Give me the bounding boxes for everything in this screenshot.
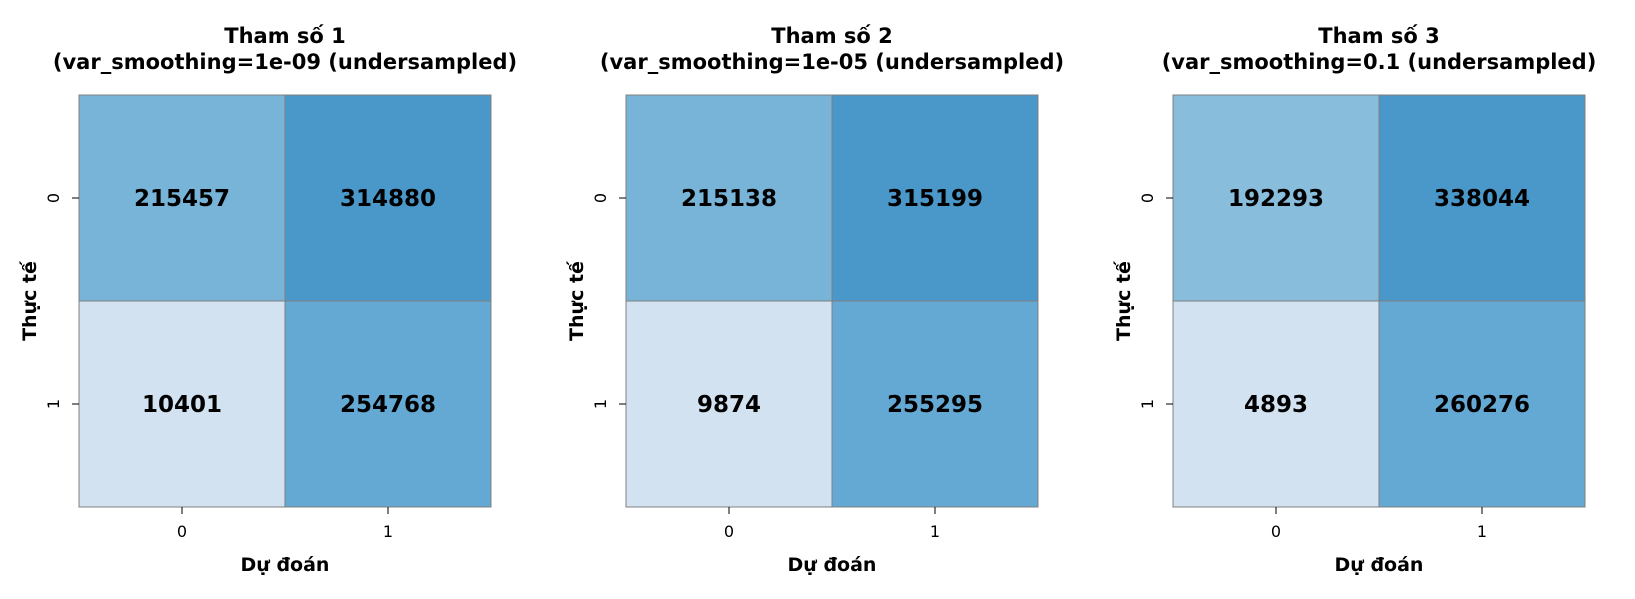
chart-subtitle: (var_smoothing=1e-05 (undersampled) (600, 50, 1064, 74)
heatmap-cell-1-0 (625, 300, 833, 508)
y-axis-label: Thực tế (1112, 260, 1135, 341)
heatmap-cell-1-0 (1172, 300, 1380, 508)
heatmap-cell-1-1 (1378, 300, 1586, 508)
cell-value-label: 215138 (681, 186, 777, 212)
x-axis-label: Dự đoán (1335, 554, 1424, 576)
x-axis-label: Dự đoán (788, 554, 877, 576)
cell-value-label: 338044 (1434, 186, 1530, 212)
cell-value-label: 315199 (887, 186, 983, 212)
y-tick-label: 1 (1138, 399, 1157, 409)
x-tick-label: 0 (177, 522, 187, 541)
cell-value-label: 9874 (697, 392, 761, 418)
cell-value-label: 254768 (340, 392, 436, 418)
cell-value-label: 260276 (1434, 392, 1530, 418)
heatmap-cell-1-0 (78, 300, 286, 508)
chart-title: Tham số 1 (224, 24, 346, 48)
cell-value-label: 10401 (142, 392, 222, 418)
y-axis-label: Thực tế (565, 260, 588, 341)
y-tick-label: 0 (591, 193, 610, 203)
cell-value-label: 215457 (134, 186, 230, 212)
heatmap-panel-3: Tham số 3(var_smoothing=0.1 (undersample… (1112, 24, 1596, 576)
y-tick-label: 0 (44, 193, 63, 203)
chart-title: Tham số 2 (771, 24, 893, 48)
y-tick-label: 1 (591, 399, 610, 409)
cell-value-label: 4893 (1244, 392, 1308, 418)
x-tick-label: 0 (724, 522, 734, 541)
chart-subtitle: (var_smoothing=1e-09 (undersampled) (53, 50, 517, 74)
chart-subtitle: (var_smoothing=0.1 (undersampled) (1162, 50, 1597, 74)
cell-value-label: 192293 (1228, 186, 1324, 212)
heatmap-cell-0-0 (78, 94, 286, 302)
heatmap-cell-1-1 (831, 300, 1039, 508)
heatmap-panel-1: Tham số 1(var_smoothing=1e-09 (undersamp… (18, 24, 517, 576)
heatmap-cell-0-1 (831, 94, 1039, 302)
x-axis-label: Dự đoán (241, 554, 330, 576)
y-tick-label: 0 (1138, 193, 1157, 203)
heatmap-cell-1-1 (284, 300, 492, 508)
chart-title: Tham số 3 (1318, 24, 1440, 48)
x-tick-label: 0 (1271, 522, 1281, 541)
cell-value-label: 255295 (887, 392, 983, 418)
heatmap-panel-2: Tham số 2(var_smoothing=1e-05 (undersamp… (565, 24, 1064, 576)
heatmap-cell-0-1 (1378, 94, 1586, 302)
x-tick-label: 1 (1477, 522, 1487, 541)
x-tick-label: 1 (383, 522, 393, 541)
y-tick-label: 1 (44, 399, 63, 409)
y-axis-label: Thực tế (18, 260, 41, 341)
x-tick-label: 1 (930, 522, 940, 541)
cell-value-label: 314880 (340, 186, 436, 212)
heatmap-cell-0-1 (284, 94, 492, 302)
